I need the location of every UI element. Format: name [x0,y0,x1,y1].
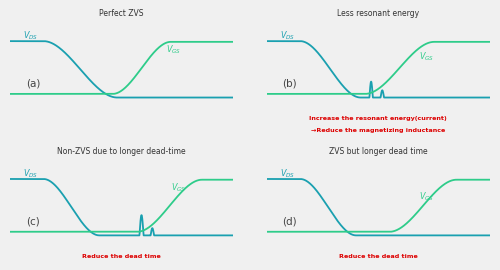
Text: $V_{DS}$: $V_{DS}$ [24,167,38,180]
Text: Less resonant energy: Less resonant energy [338,9,419,18]
Text: $V_{GS}$: $V_{GS}$ [166,44,182,56]
Text: (d): (d) [282,217,297,227]
Text: Reduce the dead time: Reduce the dead time [339,254,417,259]
Text: $V_{DS}$: $V_{DS}$ [280,167,295,180]
Text: Reduce the dead time: Reduce the dead time [82,254,161,259]
Text: →Reduce the magnetizing inductance: →Reduce the magnetizing inductance [311,128,446,133]
Text: $V_{GS}$: $V_{GS}$ [418,191,434,203]
Text: $V_{DS}$: $V_{DS}$ [24,30,38,42]
Text: (c): (c) [26,217,40,227]
Text: ZVS but longer dead time: ZVS but longer dead time [329,147,428,156]
Text: (b): (b) [282,79,297,89]
Text: $V_{GS}$: $V_{GS}$ [170,182,186,194]
Text: (a): (a) [26,79,40,89]
Text: Non-ZVS due to longer dead-time: Non-ZVS due to longer dead-time [58,147,186,156]
Text: Increase the resonant energy(current): Increase the resonant energy(current) [310,116,447,121]
Text: $V_{DS}$: $V_{DS}$ [280,30,295,42]
Text: Perfect ZVS: Perfect ZVS [100,9,144,18]
Text: $V_{GS}$: $V_{GS}$ [418,51,434,63]
